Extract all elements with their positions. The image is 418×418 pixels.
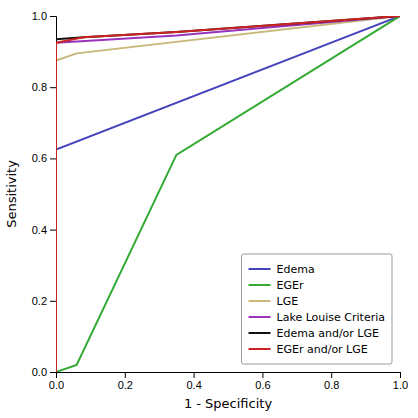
legend-item: Lake Louise Criteria: [249, 311, 385, 324]
axis-line: [57, 373, 401, 379]
tick-label: 0.8: [324, 379, 339, 391]
legend-swatch: [249, 332, 271, 334]
tick: 0.2: [32, 295, 56, 307]
legend-item: LGE: [249, 295, 299, 308]
tick-label: 0.2: [118, 379, 133, 391]
tick-mark: [331, 372, 332, 378]
tick-label: 0.4: [32, 224, 47, 236]
legend-swatch: [249, 268, 271, 270]
lines: [56, 16, 400, 372]
x-axis-label: 1 - Specificity: [184, 396, 273, 411]
legend-label: Lake Louise Criteria: [277, 311, 385, 324]
legend: Edema EGEr LGE Lake Louise Criteria Edema an…: [242, 254, 392, 364]
y-axis: 0.0 0.2 0.4 0.6 0.8 1.0: [32, 10, 57, 378]
tick: 1.0: [32, 10, 56, 22]
tick-mark: [50, 372, 56, 373]
tick: 0.0: [49, 372, 64, 391]
legend-item: Edema: [249, 263, 315, 276]
tick: 0.8: [324, 372, 339, 391]
legend-label: Edema and/or LGE: [277, 327, 379, 340]
tick: 0.2: [118, 372, 133, 391]
tick-label: 1.0: [393, 379, 408, 391]
tick-mark: [50, 158, 56, 159]
line: [56, 16, 400, 372]
tick: 0.4: [32, 224, 56, 236]
y-axis-label: Sensitivity: [4, 160, 19, 228]
x-axis: 0.0 0.2 0.4 0.6 0.8 1.0: [49, 372, 408, 391]
tick-label: 0.8: [32, 81, 47, 93]
tick: 0.0: [32, 366, 56, 378]
legend-swatch: [249, 348, 271, 350]
legend-item: EGEr and/or LGE: [249, 343, 368, 356]
tick-mark: [50, 87, 56, 88]
legend-swatch: [249, 316, 271, 318]
line: [56, 16, 400, 372]
legend-swatch: [249, 284, 271, 286]
tick-label: 0.0: [49, 379, 64, 391]
legend-box: [242, 254, 392, 364]
legend-label: EGEr and/or LGE: [277, 343, 368, 356]
line: [56, 16, 400, 372]
line: [56, 16, 400, 372]
line: [56, 16, 400, 372]
legend-swatch: [249, 300, 271, 302]
axis-line: [50, 17, 57, 373]
tick: 0.6: [255, 372, 270, 391]
legend-label: EGEr: [277, 279, 304, 292]
tick-mark: [262, 372, 263, 378]
tick: 0.6: [32, 152, 56, 164]
tick-mark: [50, 301, 56, 302]
tick-mark: [194, 372, 195, 378]
tick-mark: [125, 372, 126, 378]
tick-label: 0.0: [32, 366, 47, 378]
tick-mark: [50, 16, 56, 17]
line: [56, 16, 400, 372]
legend-label: Edema: [277, 263, 315, 276]
legend-label: LGE: [277, 295, 299, 308]
chart: 0.0 0.2 0.4 0.6 0.8 1.0 0.0 0.2 0.4 0.6 0.8 1.0 Edem…: [0, 0, 418, 418]
tick-mark: [50, 230, 56, 231]
tick-label: 1.0: [32, 10, 47, 22]
legend-item: Edema and/or LGE: [249, 327, 379, 340]
tick: 1.0: [393, 372, 408, 391]
tick-label: 0.6: [32, 152, 47, 164]
tick: 0.8: [32, 81, 56, 93]
tick: 0.4: [186, 372, 201, 391]
legend-item: EGEr: [249, 279, 304, 292]
tick-label: 0.6: [255, 379, 270, 391]
tick-label: 0.4: [186, 379, 201, 391]
plot: 0.0 0.2 0.4 0.6 0.8 1.0 0.0 0.2 0.4 0.6 0.8 1.0 Edem…: [32, 10, 408, 391]
tick-label: 0.2: [32, 295, 47, 307]
tick-mark: [400, 372, 401, 378]
